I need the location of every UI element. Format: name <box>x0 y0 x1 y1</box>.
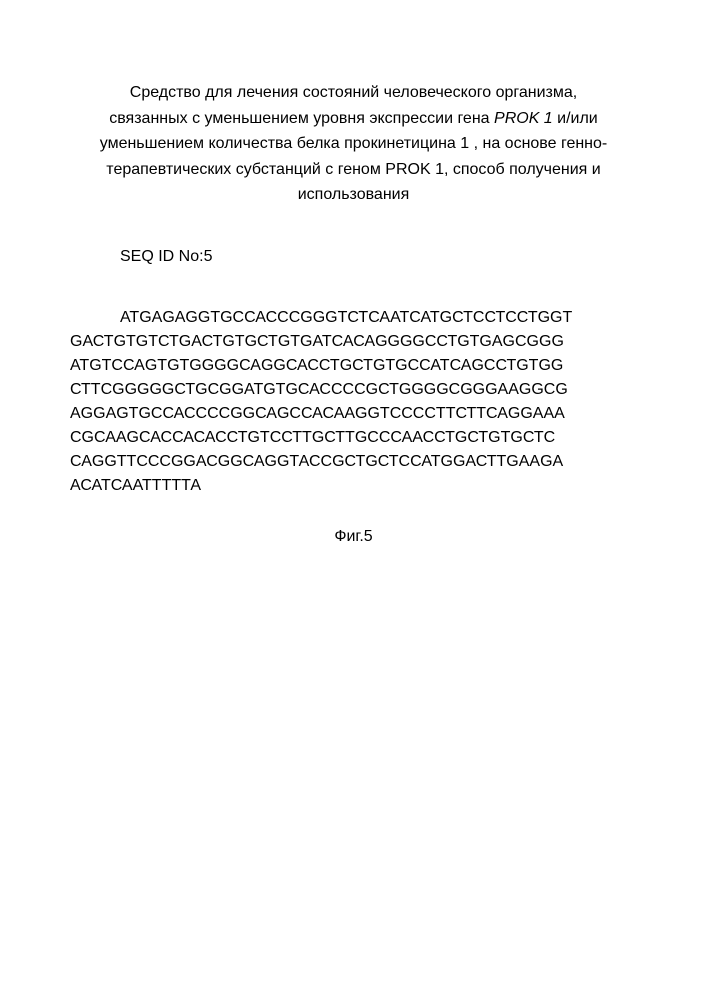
title-line-2-post: и/или <box>553 110 598 127</box>
sequence-line-2: GАСТGТGТСТGАСТGТGСТGТGАТСАСАGGGGССТGТGАG… <box>70 333 564 350</box>
document-title: Средство для лечения состояний человечес… <box>70 80 637 208</box>
title-line-4: терапевтических субстанций с геном PROK … <box>106 161 600 178</box>
sequence-line-7: САGGТТСССGGАСGGСАGGТАССGСТGСТССАТGGАСТТG… <box>70 453 563 470</box>
sequence-line-4: СТТСGGGGGСТGСGGАТGТGСАССССGСТGGGGСGGGААG… <box>70 381 568 398</box>
sequence-line-5: АGGАGТGССАССССGGСАGССАСААGGТСССCТТСТТСАG… <box>70 405 565 422</box>
title-line-1: Средство для лечения состояний человечес… <box>130 84 577 101</box>
title-line-5: использования <box>298 186 410 203</box>
title-line-3: уменьшением количества белка прокинетици… <box>100 135 608 152</box>
title-line-2-pre: связанных с уменьшением уровня экспресси… <box>109 110 494 127</box>
sequence-line-3: АТGТССАGТGТGGGGСАGGСАССТGСТGТGССАТСАGССТ… <box>70 357 563 374</box>
sequence-line-6: СGСААGСАССАСАССТGТССТТGСТТGСССААССТGСТGТ… <box>70 429 555 446</box>
sequence-id-label: SEQ ID No:5 <box>120 248 637 266</box>
title-line-2-italic: PROK 1 <box>494 110 553 127</box>
sequence-line-8: АСАТСААТТТТТА <box>70 477 201 494</box>
sequence-line-1: АТGАGАGGТGССАСССGGGТСТСААТСАТGСТССТССТGG… <box>70 306 637 330</box>
dna-sequence: АТGАGАGGТGССАСССGGGТСТСААТСАТGСТССТССТGG… <box>70 306 637 498</box>
figure-label: Фиг.5 <box>70 528 637 546</box>
